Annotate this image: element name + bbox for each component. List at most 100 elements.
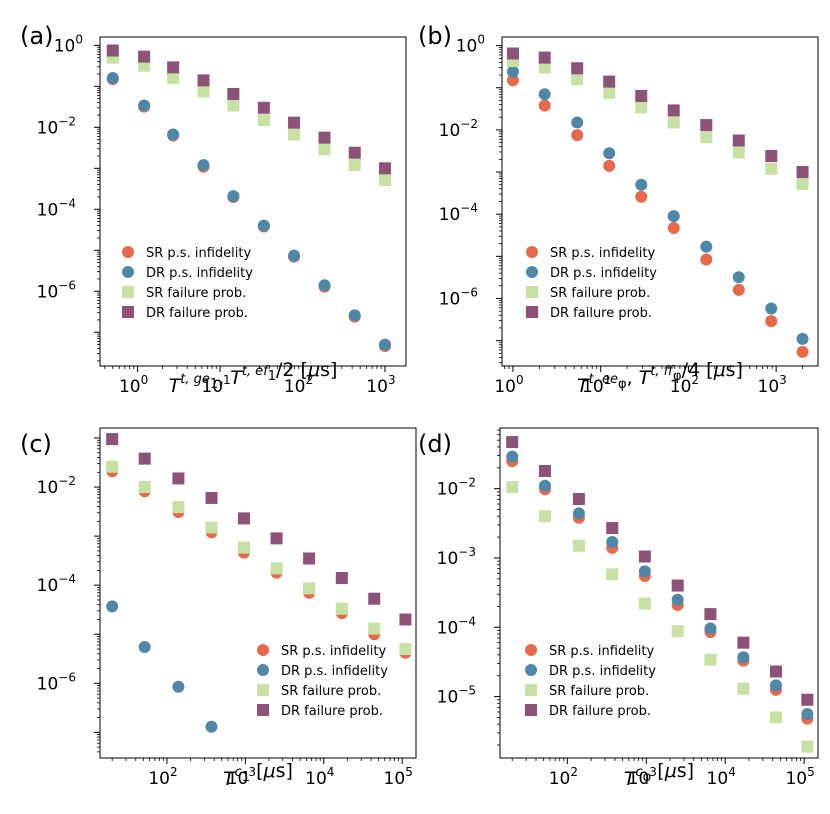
chart-panel-c: (c) 102 103 104 105 10−6 10−4 10−2 SR p.s. infid…	[20, 427, 417, 790]
data-point	[638, 550, 651, 563]
legend-label: SR failure prob.	[146, 286, 246, 301]
data-point	[227, 88, 240, 101]
plot-frame	[99, 36, 407, 367]
data-point	[572, 492, 585, 505]
y-tick-label: 10−2	[37, 114, 76, 138]
legend-label: DR p.s. infidelity	[281, 664, 388, 679]
legend-label: SR p.s. infidelity	[549, 644, 654, 659]
data-point	[700, 131, 713, 144]
data-point	[318, 143, 331, 156]
data-point	[257, 219, 270, 232]
chart-panel-d: (d) 102 103 104 105 10−5 10−4 10−3 10−2 SR p.s. i…	[418, 427, 819, 790]
data-point	[106, 460, 119, 473]
data-point	[538, 99, 551, 112]
data-point	[667, 116, 680, 129]
data-point	[765, 162, 778, 175]
data-point	[571, 62, 584, 75]
data-point	[704, 608, 717, 621]
legend-label: DR failure prob.	[146, 306, 248, 321]
data-point	[237, 541, 250, 554]
data-point	[172, 472, 185, 485]
legend-label: DR p.s. infidelity	[146, 266, 253, 281]
y-tick-label: 10−4	[439, 201, 478, 225]
data-point	[737, 636, 750, 649]
data-point	[335, 572, 348, 585]
data-point	[603, 75, 616, 88]
data-point	[138, 640, 151, 653]
y-tick-label: 10−2	[439, 117, 478, 141]
data-point	[635, 89, 648, 102]
data-point	[732, 283, 745, 296]
data-point	[205, 720, 218, 733]
data-point	[288, 249, 301, 262]
data-point	[700, 253, 713, 266]
data-point	[801, 740, 814, 753]
legend-label: DR p.s. infidelity	[549, 664, 656, 679]
x-axis-label: Tc1 [μs]	[223, 760, 293, 790]
x-tick-label: 103	[758, 373, 787, 397]
legend-label: SR p.s. infidelity	[550, 246, 655, 261]
legend-label: SR p.s. infidelity	[281, 644, 386, 659]
x-tick-label: 102	[284, 373, 313, 397]
data-point	[667, 104, 680, 117]
data-point	[538, 464, 551, 477]
data-point	[106, 600, 119, 613]
y-tick-label: 100	[456, 33, 485, 57]
legend-label: SR failure prob.	[281, 684, 381, 699]
data-point	[571, 73, 584, 86]
data-point	[796, 178, 809, 191]
legend: SR p.s. infidelity DR p.s. infidelity SR f…	[122, 246, 253, 321]
data-point	[205, 491, 218, 504]
plot-frame	[99, 427, 417, 759]
x-axis-label: Tt, eeφ, Tt, ffφ/4 [μs]	[577, 359, 743, 397]
data-point	[318, 279, 331, 292]
data-point	[506, 47, 519, 60]
data-point	[197, 85, 210, 98]
legend-marker	[526, 266, 538, 278]
data-point	[138, 452, 151, 465]
data-point	[704, 653, 717, 666]
data-point	[288, 128, 301, 141]
legend-marker	[122, 266, 134, 278]
data-point	[205, 521, 218, 534]
legend-marker	[526, 306, 538, 318]
data-point	[303, 582, 316, 595]
data-point	[572, 539, 585, 552]
legend-marker	[526, 246, 538, 258]
data-point	[796, 345, 809, 358]
data-point	[732, 134, 745, 147]
data-point	[638, 597, 651, 610]
data-point	[270, 562, 283, 575]
y-tick-label: 10−2	[437, 476, 476, 500]
data-point	[227, 190, 240, 203]
data-point	[606, 535, 619, 548]
data-point	[348, 146, 361, 159]
data-point	[506, 74, 519, 87]
data-point	[378, 173, 391, 186]
data-point	[638, 565, 651, 578]
x-tick-label: 103	[628, 765, 657, 789]
data-point	[572, 507, 585, 520]
plot-frame	[499, 427, 819, 759]
data-point	[506, 450, 519, 463]
y-tick-label: 10−6	[37, 278, 76, 302]
data-point	[348, 159, 361, 172]
x-axis-label: Tt, ge1, Tt, ef1/2 [μs]	[169, 359, 338, 397]
legend-marker	[526, 286, 538, 298]
data-point	[506, 436, 519, 449]
x-tick-label: 101	[582, 373, 611, 397]
data-point	[506, 65, 519, 78]
x-tick-label: 100	[494, 373, 523, 397]
x-tick-label: 104	[707, 765, 736, 789]
data-point	[106, 433, 119, 446]
data-point	[801, 693, 814, 706]
panel-label: (a)	[20, 22, 53, 50]
data-point	[197, 74, 210, 87]
legend-label: DR p.s. infidelity	[550, 266, 657, 281]
data-point	[635, 178, 648, 191]
data-point	[704, 622, 717, 635]
data-point	[506, 481, 519, 494]
